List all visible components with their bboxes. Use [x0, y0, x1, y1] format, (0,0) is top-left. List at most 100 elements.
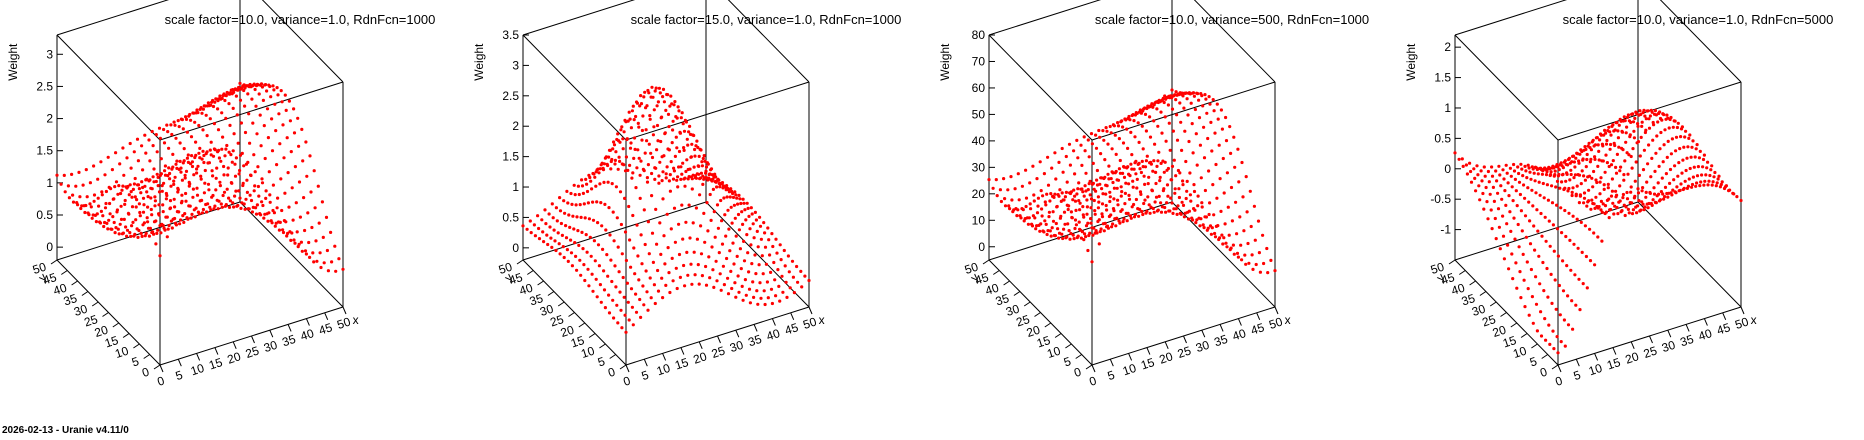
scatter-point	[1706, 160, 1710, 164]
scatter-point	[676, 185, 680, 189]
scatter-point	[1614, 165, 1618, 169]
scatter-point	[799, 269, 803, 273]
scatter-point	[1631, 120, 1636, 124]
scatter-point	[297, 180, 302, 184]
scatter-point	[1663, 195, 1667, 199]
scatter-point	[682, 263, 686, 268]
scatter-point	[1695, 174, 1700, 178]
scatter-point	[629, 287, 634, 291]
scatter-point	[1139, 192, 1143, 196]
scatter-point	[1523, 164, 1527, 168]
scatter-point	[1221, 242, 1225, 246]
scatter-point	[646, 163, 650, 167]
scatter-point	[1084, 189, 1088, 193]
scatter-point	[536, 214, 540, 218]
scatter-point	[588, 235, 592, 239]
scatter-point	[1105, 224, 1110, 228]
scatter-point	[326, 269, 330, 273]
scatter-point	[1630, 112, 1634, 116]
scatter-point	[1560, 231, 1564, 235]
scatter-point	[1519, 296, 1523, 300]
scatter-point	[671, 128, 675, 132]
scatter-point	[1197, 98, 1201, 102]
scatter-point	[1075, 236, 1079, 240]
chart-title: scale factor=10.0, variance=1.0, RdnFcn=…	[1562, 12, 1834, 27]
scatter-point	[1685, 186, 1689, 190]
scatter-point	[127, 212, 131, 216]
scatter-point	[1098, 135, 1102, 139]
scatter-point	[658, 160, 662, 164]
scatter-point	[1130, 153, 1134, 157]
scatter-point	[135, 198, 139, 202]
scatter-point	[117, 232, 121, 236]
scatter-point	[706, 229, 710, 233]
scatter-point	[1021, 208, 1025, 212]
scatter-point	[1181, 179, 1185, 183]
scatter-point	[1535, 208, 1539, 212]
scatter-point	[679, 165, 683, 169]
scatter-point	[566, 201, 570, 205]
scatter-point	[628, 238, 632, 242]
scatter-point	[623, 313, 627, 317]
scatter-point	[689, 262, 693, 266]
scatter-point	[1596, 164, 1600, 168]
scatter-point	[1159, 110, 1163, 114]
scatter-point	[1108, 190, 1112, 194]
scatter-point	[717, 181, 721, 186]
scatter-point	[636, 148, 640, 152]
scatter-point	[1666, 139, 1670, 143]
scatter-point	[1169, 196, 1173, 200]
scatter-point	[1202, 226, 1206, 230]
scatter-point	[1681, 158, 1685, 162]
scatter-point	[692, 165, 696, 169]
y-tick	[1054, 333, 1062, 338]
scatter-point	[668, 189, 672, 193]
scatter-point	[1627, 211, 1631, 215]
scatter-point	[202, 160, 206, 165]
scatter-point	[725, 195, 729, 199]
scatter-point	[1180, 200, 1184, 204]
y-tick	[1541, 354, 1548, 359]
scatter-point	[1628, 135, 1632, 139]
scatter-point	[206, 182, 211, 186]
scatter-point	[795, 264, 799, 269]
y-tick-label: 15	[1501, 333, 1518, 351]
scatter-point	[1143, 112, 1148, 116]
scatter-point	[254, 206, 258, 210]
scatter-point	[1624, 131, 1628, 135]
scatter-point	[1074, 208, 1078, 212]
scatter-point	[734, 295, 738, 299]
scatter-point	[1698, 149, 1702, 153]
scatter-point	[1156, 124, 1160, 128]
y-tick	[61, 270, 68, 275]
scatter-point	[602, 269, 606, 273]
scatter-point	[1127, 182, 1131, 186]
y-tick-label: 50	[963, 259, 980, 277]
scatter-point	[158, 254, 162, 258]
scatter-point	[748, 301, 752, 305]
scatter-point	[1516, 222, 1520, 227]
scatter-point	[114, 151, 118, 155]
scatter-point	[1578, 152, 1582, 156]
scatter-point	[176, 186, 180, 190]
scatter-point	[259, 144, 263, 148]
scatter-point	[1636, 122, 1640, 126]
scatter-point	[1559, 206, 1563, 210]
scatter-point	[703, 159, 707, 163]
scatter-point	[1063, 195, 1067, 199]
scatter-point	[1114, 224, 1118, 228]
scatter-point	[1593, 143, 1598, 147]
scatter-point	[1109, 213, 1113, 217]
scatter-point	[1488, 192, 1492, 196]
scatter-point	[1108, 124, 1112, 129]
scatter-point	[174, 162, 178, 166]
scatter-point	[1621, 192, 1625, 197]
scatter-point	[630, 305, 634, 309]
scatter-point	[1555, 335, 1559, 339]
scatter-point	[1091, 233, 1095, 237]
scatter-point	[238, 168, 242, 173]
scatter-point	[724, 234, 728, 238]
scatter-point	[1186, 113, 1190, 117]
x-tick-label: 30	[262, 338, 279, 356]
scatter-point	[646, 308, 650, 312]
